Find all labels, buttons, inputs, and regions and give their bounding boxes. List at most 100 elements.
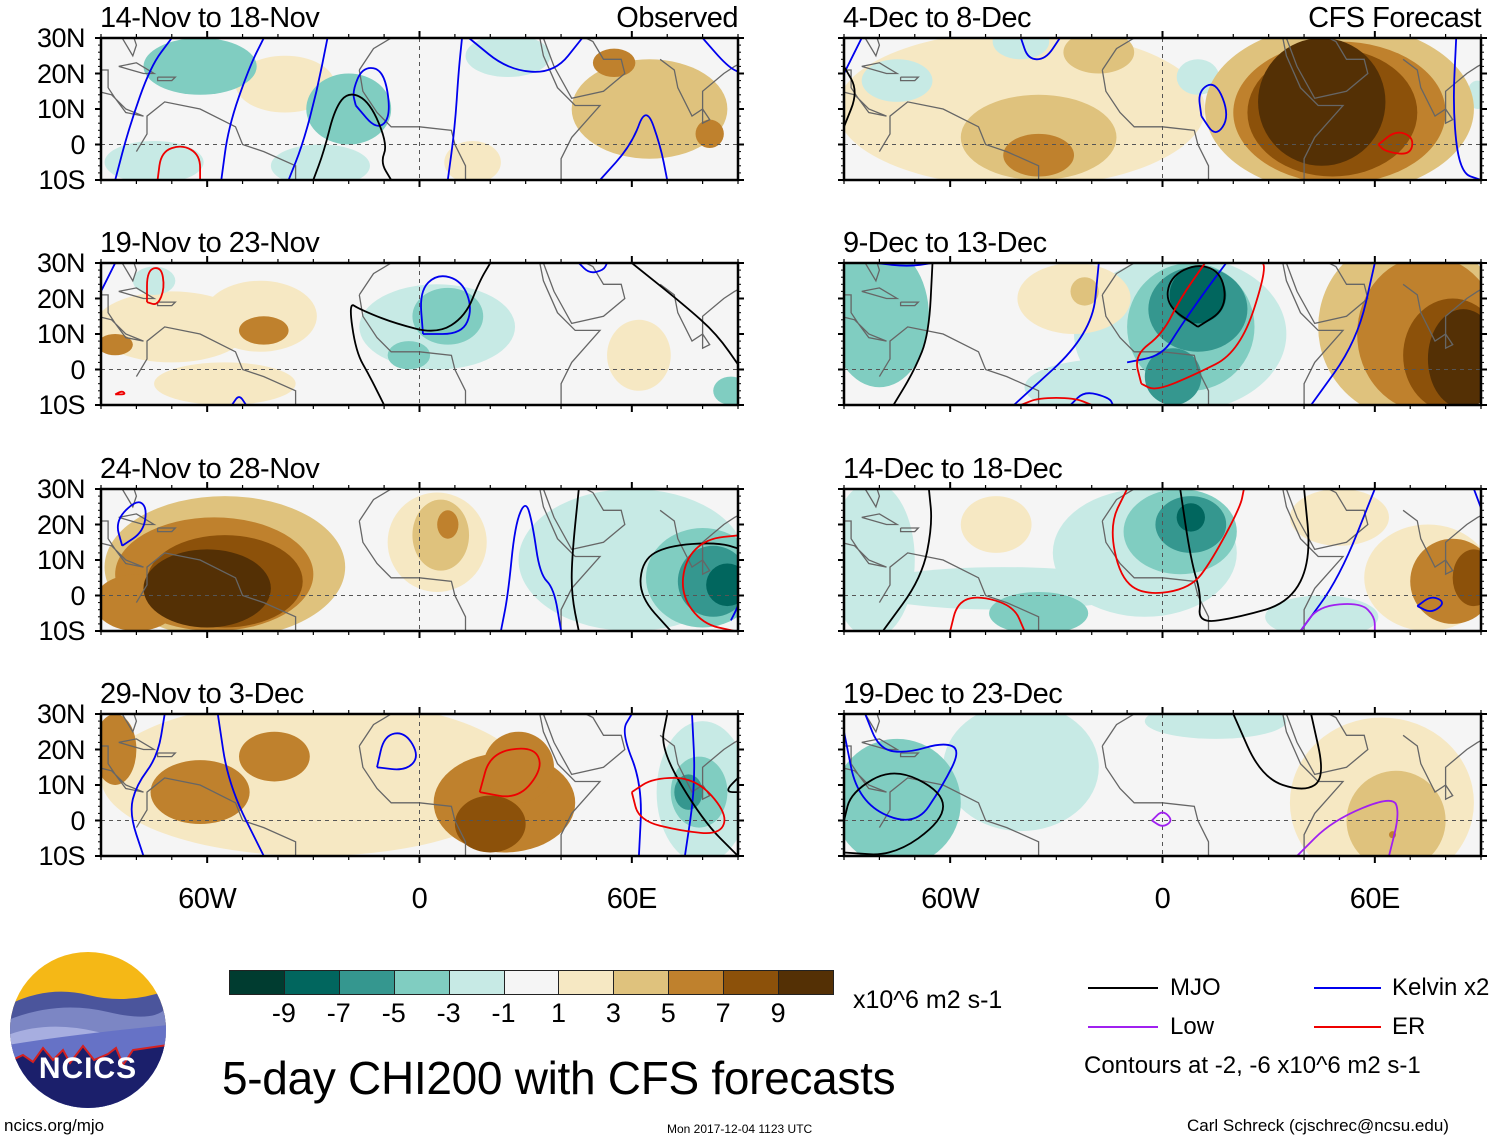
colorbar-swatch <box>723 970 780 995</box>
colorbar-swatch <box>448 970 505 995</box>
y-tick-label: 20N <box>36 58 86 89</box>
y-tick-label: 10S <box>38 390 85 420</box>
anomaly-region <box>960 496 1032 553</box>
coastline <box>1285 38 1369 100</box>
legend-label-low: Low <box>1170 1013 1215 1040</box>
contour-kelvin-x2 <box>599 114 669 180</box>
colorbar-label: 1 <box>550 998 566 1028</box>
contour-kelvin-x2 <box>420 275 471 335</box>
contour-er <box>1140 263 1265 390</box>
anomaly-region <box>1452 549 1481 607</box>
contour-mjo <box>662 714 738 856</box>
anomaly-region <box>101 334 133 356</box>
colorbar-swatch <box>613 970 670 995</box>
contour-er <box>681 534 738 631</box>
panel-title: 29-Nov to 3-Dec <box>100 678 304 710</box>
coastline <box>1402 714 1481 794</box>
contour-mjo <box>727 776 738 793</box>
contour-kelvin-x2 <box>446 38 463 180</box>
contour-kelvin-x2 <box>1416 596 1443 613</box>
colorbar-swatch <box>503 970 560 995</box>
y-tick-label: 0 <box>70 805 85 836</box>
coastline <box>861 738 900 751</box>
anomaly-region <box>695 119 724 149</box>
coastline <box>1285 714 1369 776</box>
x-tick-label: 60W <box>921 883 980 915</box>
anomaly-region <box>571 59 728 159</box>
observed-header: Observed <box>616 2 738 34</box>
contour-kelvin-x2 <box>220 38 265 180</box>
anomaly-region <box>1289 489 1389 546</box>
coastline <box>156 752 177 758</box>
x-tick-label: 0 <box>411 883 428 915</box>
y-tick-label: 30N <box>36 474 86 504</box>
x-tick-label: 60E <box>1349 883 1401 915</box>
coastline <box>118 62 157 75</box>
coastline <box>135 777 297 856</box>
contour-er <box>630 777 726 835</box>
coastline <box>844 38 881 58</box>
anomaly-region <box>150 760 250 825</box>
coastline <box>1101 263 1345 405</box>
y-tick-label: 10N <box>36 545 86 575</box>
contour-er <box>949 596 1026 631</box>
coastline <box>844 263 881 283</box>
coastline <box>861 513 900 526</box>
y-tick-label: 20N <box>36 509 86 540</box>
site-url[interactable]: ncics.org/mjo <box>4 1116 105 1135</box>
colorbar-label: -9 <box>271 998 296 1028</box>
contour-mjo <box>349 263 492 405</box>
coastline <box>101 489 138 509</box>
coastline <box>156 76 177 82</box>
anomaly-region <box>1427 309 1481 405</box>
coastline <box>101 263 138 283</box>
legend-line-kelvin <box>1314 987 1381 989</box>
coastline <box>1402 38 1481 118</box>
logo-text: NCICS <box>38 1052 138 1085</box>
contour-kelvin-x2 <box>730 603 738 621</box>
anomaly-region <box>203 280 317 352</box>
coastline <box>542 489 626 551</box>
coastline <box>701 333 711 350</box>
contour-er <box>1111 489 1245 594</box>
colorbar-label: 9 <box>770 998 786 1028</box>
contour-kelvin-x2 <box>468 38 584 73</box>
anomaly-region <box>454 795 526 853</box>
anomaly-region <box>154 362 296 405</box>
logo-icon <box>10 952 166 1108</box>
coastline <box>701 559 711 576</box>
coastline <box>878 777 1040 856</box>
coastline <box>1285 263 1369 325</box>
colorbar-swatch <box>778 970 834 995</box>
contour-kelvin-x2 <box>623 714 642 856</box>
coastline <box>101 294 144 342</box>
anomaly-region <box>239 316 289 345</box>
coastline <box>659 263 738 343</box>
anomaly-region <box>104 140 204 180</box>
main-title: 5-day CHI200 with CFS forecasts <box>222 1052 896 1104</box>
contour-er <box>114 390 126 396</box>
coastline <box>1444 333 1454 350</box>
colorbar <box>229 970 834 995</box>
colorbar-swatch <box>229 970 285 995</box>
ncics-logo: NCICS <box>8 950 168 1110</box>
anomaly-region <box>592 48 636 78</box>
colorbar-label: -5 <box>381 998 406 1028</box>
coastline <box>659 714 738 794</box>
contour-mjo <box>1179 489 1310 622</box>
colorbar-label: -1 <box>491 998 516 1028</box>
coastline <box>118 738 157 751</box>
anomaly-region <box>943 714 1099 832</box>
legend-label-kelvin: Kelvin x2 <box>1392 974 1490 1001</box>
anomaly-region <box>483 731 554 803</box>
anomaly-region <box>607 319 671 391</box>
coastline <box>358 263 602 405</box>
coastline <box>1101 489 1345 631</box>
coastline <box>659 489 738 569</box>
panel-title: 19-Nov to 23-Nov <box>100 227 320 259</box>
contour-er <box>156 145 201 180</box>
coastline <box>101 714 138 734</box>
contour-kelvin-x2 <box>1198 83 1228 133</box>
